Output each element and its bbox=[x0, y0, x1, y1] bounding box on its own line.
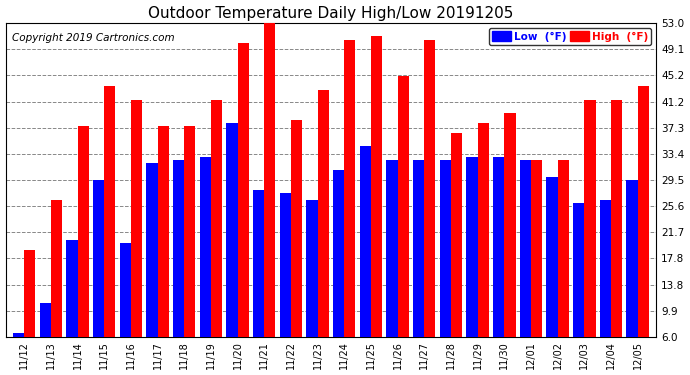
Bar bbox=[173, 160, 184, 337]
Bar bbox=[627, 180, 638, 337]
Bar bbox=[520, 160, 531, 337]
Bar bbox=[24, 250, 35, 337]
Bar bbox=[466, 156, 477, 337]
Bar bbox=[51, 200, 62, 337]
Bar bbox=[93, 180, 104, 337]
Bar bbox=[104, 87, 115, 337]
Bar bbox=[211, 100, 222, 337]
Bar bbox=[386, 160, 397, 337]
Bar bbox=[600, 200, 611, 337]
Bar bbox=[119, 243, 131, 337]
Bar bbox=[531, 160, 542, 337]
Bar bbox=[184, 126, 195, 337]
Bar bbox=[371, 36, 382, 337]
Bar bbox=[226, 123, 237, 337]
Bar bbox=[146, 163, 157, 337]
Bar bbox=[611, 100, 622, 337]
Bar bbox=[157, 126, 169, 337]
Bar bbox=[397, 76, 408, 337]
Bar bbox=[317, 90, 329, 337]
Bar bbox=[306, 200, 317, 337]
Bar bbox=[279, 193, 291, 337]
Title: Outdoor Temperature Daily High/Low 20191205: Outdoor Temperature Daily High/Low 20191… bbox=[148, 6, 513, 21]
Bar bbox=[237, 43, 249, 337]
Bar bbox=[66, 240, 77, 337]
Bar bbox=[558, 160, 569, 337]
Bar bbox=[264, 20, 275, 337]
Bar bbox=[451, 133, 462, 337]
Bar bbox=[40, 303, 51, 337]
Bar bbox=[584, 100, 595, 337]
Bar bbox=[13, 333, 24, 337]
Bar bbox=[504, 113, 515, 337]
Bar bbox=[413, 160, 424, 337]
Bar bbox=[477, 123, 489, 337]
Bar bbox=[77, 126, 89, 337]
Bar bbox=[424, 40, 435, 337]
Bar bbox=[131, 100, 142, 337]
Bar bbox=[253, 190, 264, 337]
Bar bbox=[359, 147, 371, 337]
Bar bbox=[573, 203, 584, 337]
Bar bbox=[440, 160, 451, 337]
Bar bbox=[546, 177, 558, 337]
Bar bbox=[199, 156, 211, 337]
Bar bbox=[638, 87, 649, 337]
Text: Copyright 2019 Cartronics.com: Copyright 2019 Cartronics.com bbox=[12, 33, 175, 42]
Bar bbox=[291, 120, 302, 337]
Bar bbox=[493, 156, 504, 337]
Legend: Low  (°F), High  (°F): Low (°F), High (°F) bbox=[489, 28, 651, 45]
Bar bbox=[333, 170, 344, 337]
Bar bbox=[344, 40, 355, 337]
